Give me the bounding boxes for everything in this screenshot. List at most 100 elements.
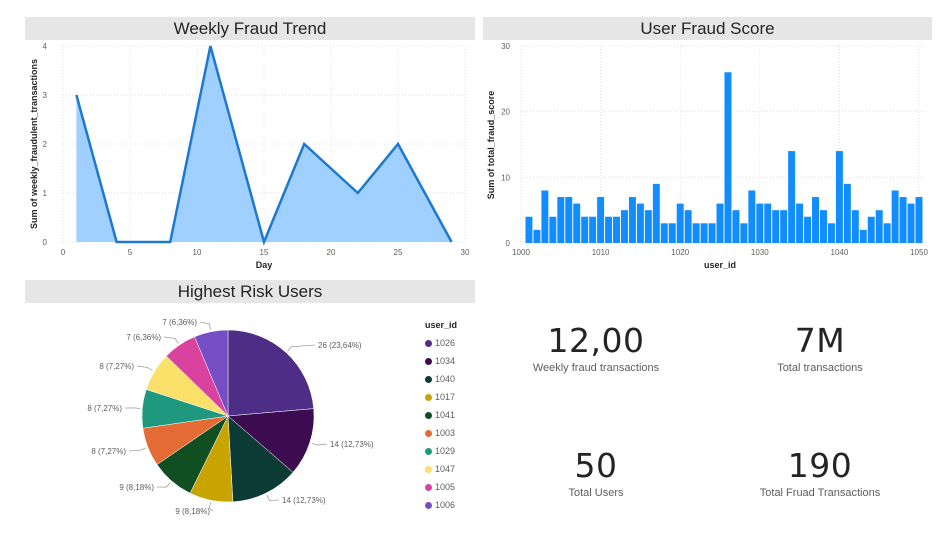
pie-slice[interactable] [227,329,314,417]
bar[interactable] [867,216,875,243]
leader-line [163,336,179,344]
bar[interactable] [740,223,748,243]
legend-label: 1017 [435,392,456,402]
legend-item[interactable]: 1026 [425,334,457,352]
bar[interactable] [907,203,915,243]
bar[interactable] [557,197,565,243]
x-tick: 1010 [592,248,610,257]
legend-item[interactable]: 1029 [425,442,457,460]
bar[interactable] [589,216,597,243]
pie-slice[interactable] [227,415,294,503]
bar[interactable] [788,151,796,243]
bar[interactable] [700,223,708,243]
legend-dot-icon [425,393,432,401]
bar[interactable] [684,210,692,243]
legend-item[interactable]: 1003 [425,424,457,442]
bar[interactable] [621,210,628,243]
bar[interactable] [835,151,843,243]
bar[interactable] [724,72,732,244]
pie-slice[interactable] [194,329,229,417]
card-total-fraud-transactions: 190 Total Fruad Transactions [720,447,920,500]
x-tick: 25 [394,248,403,257]
bar[interactable] [708,223,716,243]
bar[interactable] [764,203,772,243]
bar[interactable] [915,197,923,243]
bar[interactable] [804,216,812,243]
bar[interactable] [692,223,700,243]
bar[interactable] [628,197,636,243]
x-tick: 20 [327,248,336,257]
card-label: Total transactions [777,362,863,374]
slice-label: 26 (23,64%) [318,341,362,350]
legend-item[interactable]: 1047 [425,460,457,478]
bar[interactable] [756,203,764,243]
bar[interactable] [891,190,899,243]
leader-line [266,494,280,501]
bar[interactable] [875,210,883,243]
bar[interactable] [859,229,867,243]
bar[interactable] [581,216,589,243]
bar[interactable] [597,197,605,243]
bar[interactable] [533,229,541,243]
pie-slice[interactable] [227,408,315,473]
x-axis-label: Day [256,260,273,270]
bar[interactable] [780,210,788,243]
bar[interactable] [525,216,533,243]
bar[interactable] [652,183,660,243]
legend-item[interactable]: 1041 [425,406,457,424]
bar[interactable] [827,223,835,243]
bar[interactable] [541,190,549,243]
bar[interactable] [613,216,620,243]
slice-label: 9 (8,18%) [175,507,210,516]
bar[interactable] [636,203,644,243]
bar[interactable] [549,216,557,243]
leader-line [128,447,147,452]
legend-item[interactable]: 1006 [425,496,457,514]
bar[interactable] [796,203,804,243]
bar[interactable] [851,210,859,243]
bar[interactable] [573,203,581,243]
x-tick: 1000 [512,248,530,257]
card-value: 50 [574,446,618,485]
leader-line [136,365,153,371]
bar[interactable] [668,223,676,243]
x-tick: 1020 [671,248,689,257]
leader-line [311,442,328,446]
y-tick: 4 [43,42,48,51]
bar[interactable] [883,223,891,243]
x-tick: 1030 [751,248,769,257]
legend-item[interactable]: 1005 [425,478,457,496]
y-tick: 3 [43,91,48,100]
legend-label: 1034 [435,356,456,366]
bar[interactable] [605,216,613,243]
card-label: Total Users [568,487,624,499]
legend-item[interactable]: 1040 [425,370,457,388]
x-axis-label: user_id [704,260,736,270]
bar[interactable] [748,190,756,243]
card-label: Weekly fraud transactions [532,362,660,374]
bar[interactable] [660,223,668,243]
legend-label: 1006 [435,500,456,510]
legend-label: 1047 [435,464,456,474]
bar[interactable] [899,197,907,243]
trend-line[interactable] [75,45,453,246]
bar[interactable] [732,210,740,243]
bar[interactable] [843,183,851,243]
bar[interactable] [565,197,573,243]
bar[interactable] [644,210,652,243]
slice-label: 14 (12,73%) [282,496,326,505]
slice-label: 7 (6,36%) [126,333,161,342]
bar[interactable] [676,203,684,243]
y-tick: 20 [501,108,510,117]
legend-item[interactable]: 1034 [425,352,457,370]
bar[interactable] [820,210,827,243]
bar[interactable] [812,197,819,243]
x-tick: 5 [128,248,133,257]
bar[interactable] [716,203,724,243]
bar[interactable] [772,210,780,243]
legend-item[interactable]: 1017 [425,388,457,406]
y-tick: 2 [43,140,48,149]
